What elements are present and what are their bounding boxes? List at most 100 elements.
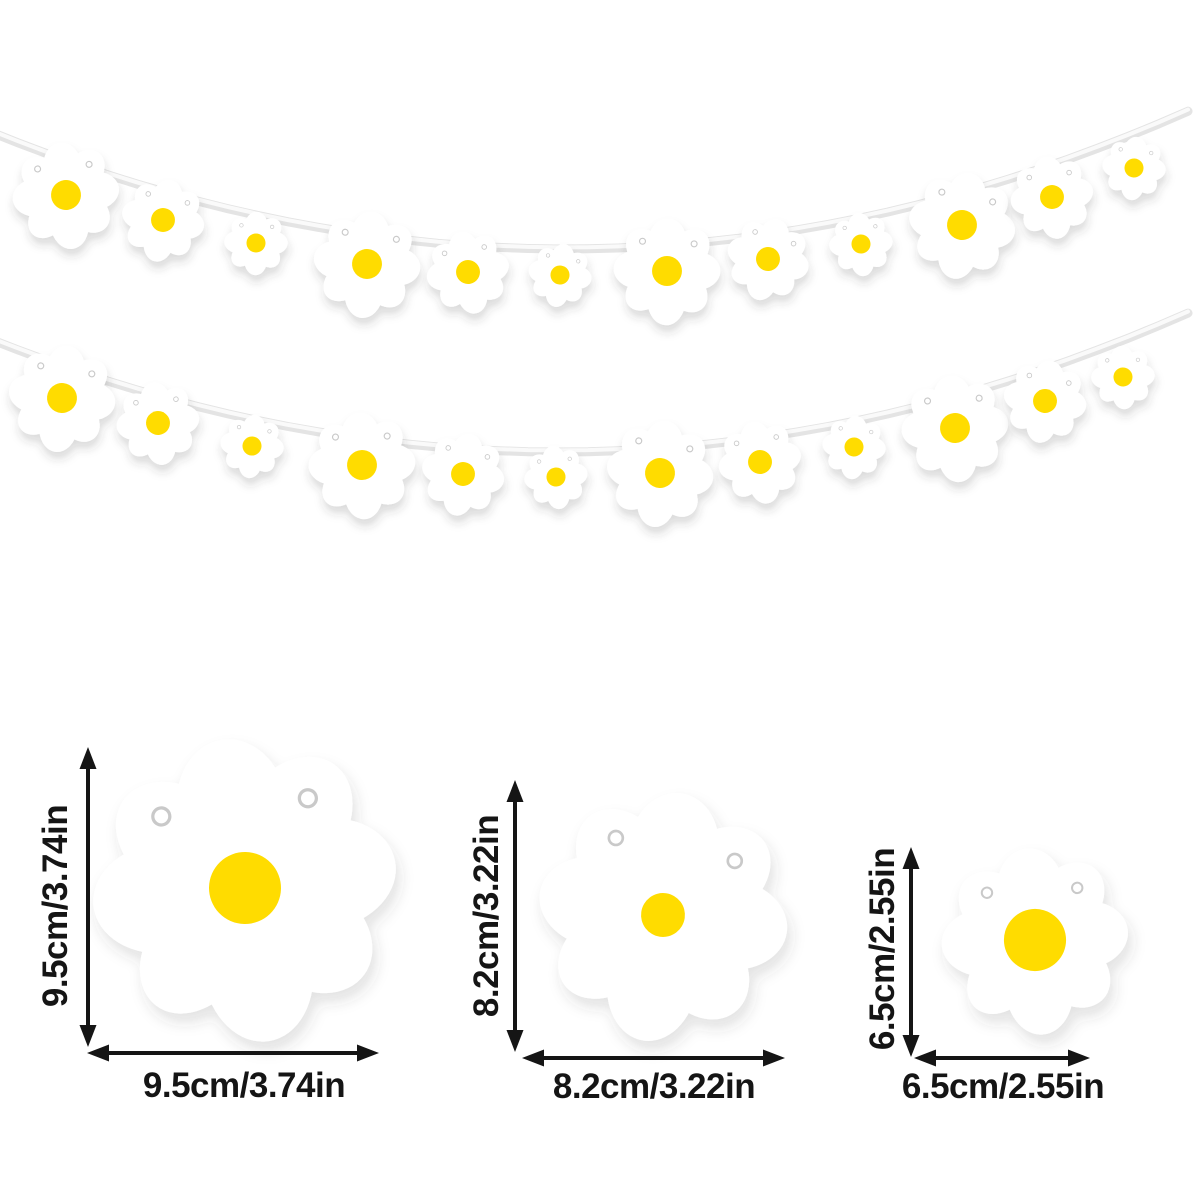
- daisy-flower: [539, 793, 788, 1041]
- daisy-flower: [12, 142, 120, 249]
- string-hole: [239, 223, 244, 228]
- daisy-center: [151, 208, 175, 232]
- garlands-layer: [0, 106, 1193, 527]
- daisy-center: [209, 852, 281, 924]
- daisy-flower: [607, 420, 714, 527]
- daisy-center: [748, 450, 772, 474]
- string-hole: [980, 886, 994, 899]
- daisy-center: [451, 462, 475, 486]
- string-hole: [392, 235, 400, 243]
- string-hole: [145, 191, 152, 197]
- daisy-center: [456, 260, 480, 284]
- daisy-flower: [308, 412, 416, 520]
- string-hole: [635, 437, 643, 445]
- daisy-center: [1040, 185, 1064, 209]
- size-diagram-small: [902, 847, 1128, 1067]
- dimension-arrow: [79, 747, 97, 1047]
- daisy-flower: [313, 211, 421, 319]
- string-hole: [1066, 169, 1072, 176]
- string-hole: [752, 229, 758, 235]
- daisy-flower: [822, 415, 886, 480]
- string-hole: [1149, 150, 1154, 156]
- string-hole: [441, 250, 448, 257]
- garland-bottom: [0, 308, 1193, 527]
- string-hole: [481, 244, 487, 250]
- daisy-flower: [1091, 345, 1155, 410]
- string-hole: [184, 200, 191, 206]
- string-hole: [873, 224, 878, 229]
- daisy-center: [47, 383, 77, 413]
- string-hole: [37, 362, 45, 370]
- string-hole: [989, 198, 997, 206]
- string-hole: [383, 432, 391, 440]
- string-hole: [1071, 881, 1084, 895]
- size-diagrams-layer: [79, 739, 1128, 1067]
- dimension-arrow: [902, 847, 920, 1057]
- daisy-flower: [524, 445, 588, 510]
- string-hole: [85, 160, 93, 168]
- string-hole: [1066, 380, 1072, 386]
- daisy-center: [756, 247, 780, 271]
- daisy-flower: [909, 172, 1016, 279]
- daisy-center: [546, 467, 566, 487]
- string-hole: [576, 259, 581, 264]
- string-hole: [88, 370, 96, 378]
- daisy-center: [1033, 389, 1057, 413]
- garland-top: [0, 106, 1193, 326]
- daisy-flower: [613, 218, 721, 326]
- string-hole: [297, 788, 318, 809]
- daisy-center: [940, 413, 970, 443]
- string-hole: [445, 445, 452, 451]
- daisy-flower: [528, 244, 592, 307]
- string-hole: [267, 429, 272, 434]
- daisy-flower: [93, 739, 396, 1042]
- size-diagram-medium: [506, 780, 788, 1067]
- daisy-flower: [422, 433, 505, 516]
- height-label-large: 9.5cm/3.74in: [36, 804, 75, 1008]
- string-hole: [773, 434, 779, 440]
- daisy-flower: [1004, 360, 1087, 443]
- daisy-center: [550, 265, 570, 285]
- daisy-center: [347, 450, 377, 480]
- string-hole: [567, 456, 572, 461]
- daisy-flower: [727, 219, 809, 301]
- string-hole: [790, 240, 797, 247]
- daisy-center: [844, 437, 864, 457]
- daisy-center: [851, 234, 871, 254]
- daisy-center: [947, 210, 977, 240]
- size-diagram-large: [79, 739, 396, 1062]
- width-label-small: 6.5cm/2.55in: [901, 1067, 1105, 1106]
- string-hole: [690, 240, 698, 248]
- string-hole: [975, 394, 983, 402]
- height-label-medium: 8.2cm/3.22in: [467, 814, 506, 1018]
- string-hole: [341, 228, 349, 236]
- width-label-large: 9.5cm/3.74in: [142, 1066, 346, 1105]
- daisy-center: [641, 893, 685, 937]
- daisy-center: [1113, 367, 1133, 387]
- daisy-flower: [1102, 136, 1166, 201]
- string-hole: [1026, 372, 1033, 379]
- string-hole: [537, 459, 542, 464]
- daisy-flower: [829, 212, 893, 277]
- daisy-center: [242, 436, 262, 456]
- daisy-flower: [116, 382, 200, 465]
- string-hole: [1135, 357, 1141, 362]
- height-label-small: 6.5cm/2.55in: [863, 847, 902, 1051]
- daisy-center: [652, 256, 682, 286]
- daisy-center: [1124, 158, 1144, 178]
- daisy-flower: [224, 211, 288, 276]
- dimension-arrow: [522, 1049, 785, 1067]
- dimension-arrow: [914, 1049, 1090, 1067]
- string-hole: [733, 440, 740, 447]
- string-hole: [869, 429, 874, 435]
- string-hole: [638, 237, 647, 245]
- string-hole: [607, 829, 625, 847]
- daisy-flower: [941, 848, 1128, 1035]
- dimension-arrow: [506, 780, 524, 1052]
- string-hole: [686, 445, 694, 453]
- string-hole: [1105, 358, 1110, 363]
- string-hole: [173, 396, 179, 402]
- daisy-center: [352, 249, 382, 279]
